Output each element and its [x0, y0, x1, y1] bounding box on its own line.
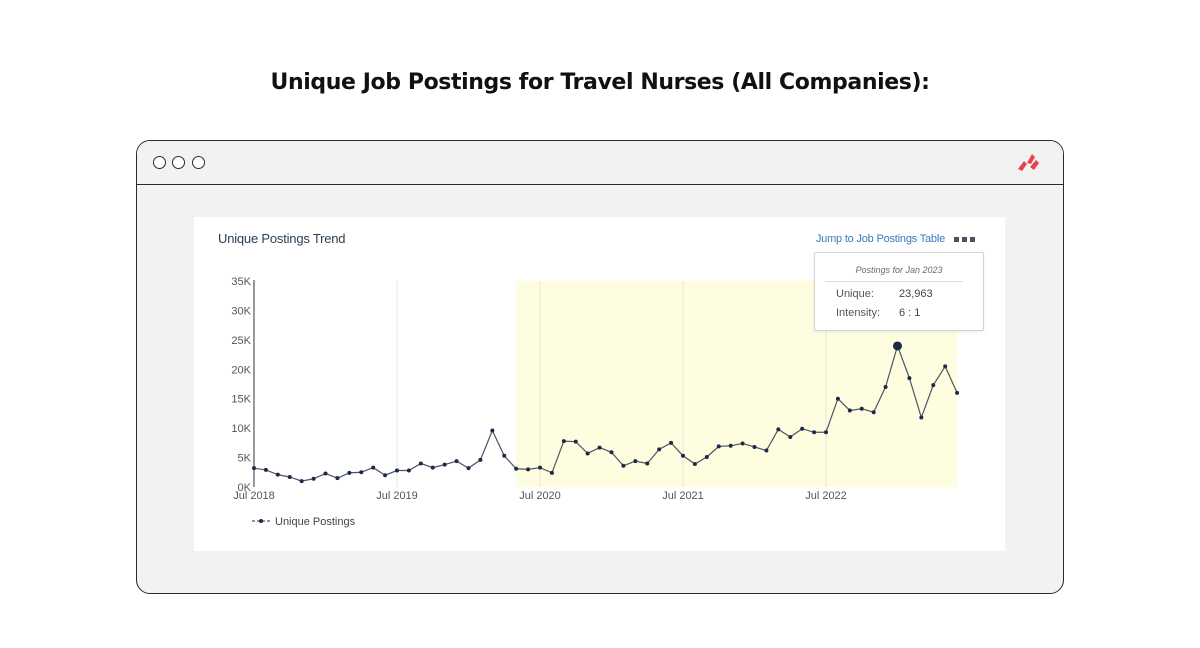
data-point[interactable]	[323, 471, 328, 476]
data-point[interactable]	[847, 408, 852, 413]
data-point[interactable]	[812, 430, 817, 435]
data-point[interactable]	[931, 383, 936, 388]
legend-label[interactable]: Unique Postings	[275, 516, 356, 528]
chart-card: Unique Postings Trend Jump to Job Postin…	[194, 217, 1005, 551]
data-point[interactable]	[859, 406, 864, 411]
data-point[interactable]	[704, 454, 709, 459]
brand-logo-icon	[1018, 154, 1039, 171]
data-point[interactable]	[621, 463, 626, 468]
data-point[interactable]	[395, 468, 399, 473]
data-point[interactable]	[824, 430, 828, 435]
browser-window: Unique Postings Trend Jump to Job Postin…	[136, 140, 1064, 594]
data-point[interactable]	[716, 444, 721, 449]
data-point[interactable]	[728, 443, 733, 448]
data-point[interactable]	[645, 461, 650, 466]
data-point[interactable]	[633, 459, 638, 464]
data-point[interactable]	[883, 384, 888, 389]
x-tick-label: Jul 2021	[662, 490, 704, 502]
data-tooltip: Postings for Jan 2023 Unique: 23,963 Int…	[814, 252, 984, 331]
y-tick-label: 0K	[238, 482, 252, 494]
data-point[interactable]	[692, 462, 697, 467]
data-point[interactable]	[919, 415, 924, 420]
data-point[interactable]	[561, 439, 566, 444]
data-point[interactable]	[466, 466, 471, 471]
data-point[interactable]	[418, 461, 423, 466]
window-control-maximize-icon[interactable]	[192, 156, 205, 169]
data-point[interactable]	[835, 396, 840, 401]
data-point[interactable]	[549, 470, 554, 475]
data-point[interactable]	[609, 450, 614, 455]
y-tick-label: 15K	[231, 394, 251, 406]
more-options-icon[interactable]	[954, 237, 975, 243]
data-point[interactable]	[764, 448, 769, 453]
data-point[interactable]	[943, 364, 948, 369]
data-point[interactable]	[752, 444, 757, 449]
data-point[interactable]	[597, 445, 602, 450]
x-tick-label: Jul 2020	[519, 490, 561, 502]
data-point[interactable]	[585, 451, 590, 456]
data-point[interactable]	[514, 466, 519, 471]
tooltip-unique-label: Unique:	[836, 288, 874, 300]
data-point[interactable]	[538, 465, 542, 470]
tooltip-intensity-label: Intensity:	[836, 307, 881, 319]
tooltip-title: Postings for Jan 2023	[855, 265, 943, 275]
legend-marker	[259, 519, 263, 523]
data-point[interactable]	[478, 457, 483, 462]
data-point[interactable]	[442, 462, 447, 467]
data-point[interactable]	[406, 468, 411, 473]
data-point[interactable]	[871, 410, 876, 415]
series-line	[253, 344, 958, 482]
x-tick-label: Jul 2022	[805, 490, 847, 502]
data-point[interactable]	[526, 467, 531, 472]
data-point[interactable]	[430, 465, 435, 470]
data-point[interactable]	[657, 447, 662, 452]
data-point[interactable]	[490, 428, 495, 433]
data-point[interactable]	[383, 473, 388, 478]
x-tick-label: Jul 2018	[233, 490, 275, 502]
data-point[interactable]	[287, 474, 292, 479]
tooltip-unique-value: 23,963	[899, 288, 933, 300]
data-point[interactable]	[299, 479, 304, 484]
data-point[interactable]	[955, 390, 960, 395]
data-point[interactable]	[335, 476, 340, 481]
y-tick-label: 5K	[238, 453, 252, 465]
data-point[interactable]	[454, 459, 459, 464]
y-tick-label: 10K	[231, 423, 251, 435]
data-point[interactable]	[681, 453, 685, 458]
data-point[interactable]	[669, 440, 674, 445]
data-point[interactable]	[740, 441, 745, 446]
data-point[interactable]	[573, 439, 578, 444]
window-titlebar	[137, 141, 1063, 185]
data-point[interactable]	[502, 453, 507, 458]
data-point[interactable]	[907, 376, 912, 381]
y-tick-label: 20K	[231, 364, 251, 376]
jump-to-table-link[interactable]: Jump to Job Postings Table	[815, 233, 945, 245]
data-point[interactable]	[359, 470, 364, 475]
data-point[interactable]	[371, 465, 376, 470]
data-point[interactable]	[275, 472, 280, 477]
data-point[interactable]	[263, 467, 268, 472]
page-title: Unique Job Postings for Travel Nurses (A…	[270, 70, 930, 95]
y-tick-label: 35K	[231, 276, 251, 288]
tooltip-divider	[825, 281, 963, 282]
data-point[interactable]	[800, 426, 805, 431]
highlighted-data-point[interactable]	[893, 341, 902, 351]
data-point[interactable]	[788, 434, 793, 439]
data-point[interactable]	[252, 466, 256, 471]
card-title: Unique Postings Trend	[218, 231, 346, 246]
x-tick-label: Jul 2019	[376, 490, 418, 502]
tooltip-intensity-value: 6 : 1	[899, 307, 921, 319]
data-point[interactable]	[776, 427, 781, 432]
y-tick-label: 30K	[231, 305, 251, 317]
window-control-close-icon[interactable]	[153, 156, 166, 169]
data-point[interactable]	[311, 476, 316, 481]
y-tick-label: 25K	[231, 335, 251, 347]
data-point[interactable]	[347, 470, 352, 475]
window-control-minimize-icon[interactable]	[172, 156, 185, 169]
